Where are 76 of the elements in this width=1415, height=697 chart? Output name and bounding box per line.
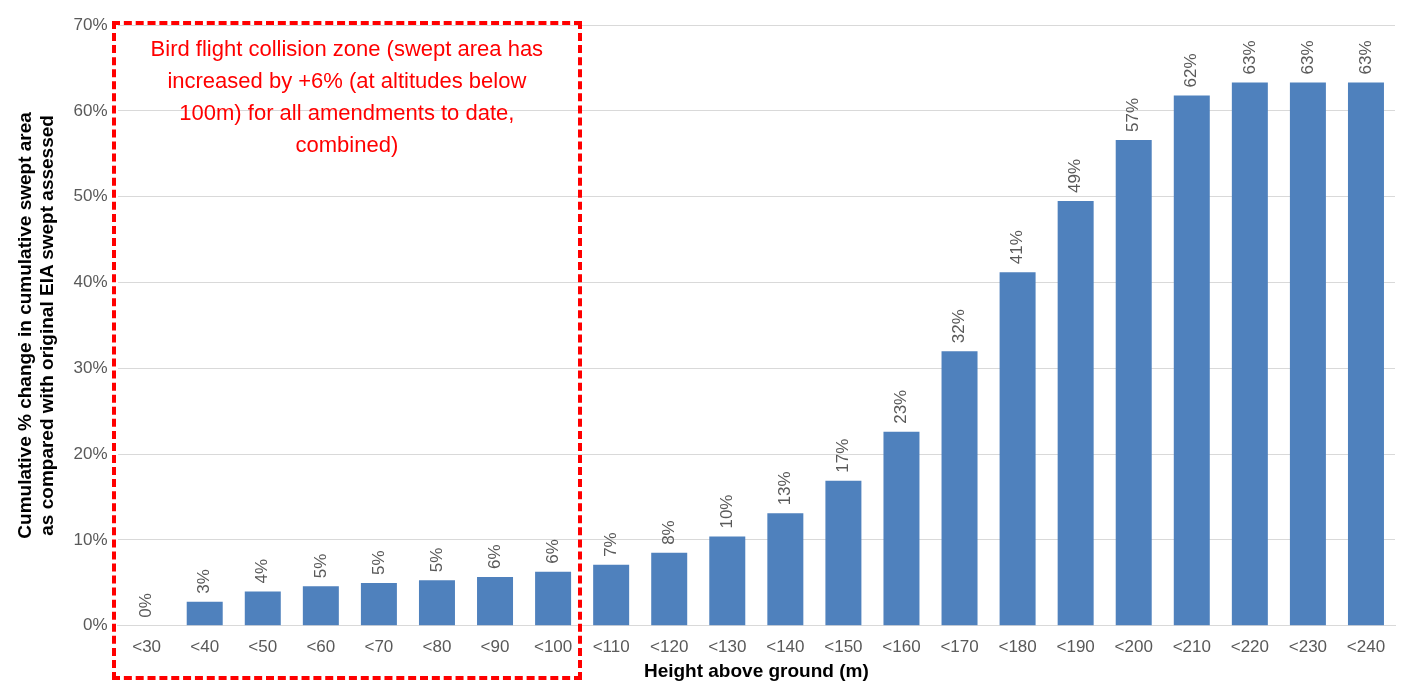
x-tick-label: <150 (824, 636, 863, 656)
data-label: 63% (1355, 40, 1375, 75)
x-tick-label: <30 (132, 636, 162, 656)
y-tick-label: 30% (73, 358, 108, 377)
bar (767, 513, 804, 626)
data-label: 17% (833, 438, 853, 473)
data-label: 57% (1123, 97, 1143, 133)
y-tick-label: 20% (73, 443, 108, 463)
y-tick-label: 70% (73, 14, 108, 34)
data-label: 23% (891, 389, 911, 424)
data-label: 5% (426, 547, 446, 573)
data-label: 6% (542, 539, 562, 564)
bar (651, 552, 688, 626)
y-tick-label: 60% (73, 100, 108, 120)
data-label: 13% (775, 471, 795, 506)
x-tick-label: <190 (1056, 636, 1095, 656)
x-tick-label: <180 (998, 636, 1037, 656)
x-tick-label: <130 (708, 636, 747, 656)
bar (999, 272, 1036, 626)
bar (360, 582, 397, 626)
y-tick-label: 10% (73, 529, 108, 549)
data-label: 3% (194, 569, 214, 594)
bar (1347, 82, 1384, 626)
bar (1289, 82, 1326, 626)
bar (418, 580, 455, 626)
x-tick-label: <90 (480, 636, 510, 656)
data-label: 63% (1239, 40, 1259, 75)
data-label: 6% (484, 544, 504, 569)
data-label: 49% (1065, 158, 1085, 193)
x-tick-label: <220 (1230, 636, 1269, 656)
data-label: 32% (949, 309, 969, 344)
x-tick-label: <210 (1172, 636, 1211, 656)
bar (1231, 82, 1268, 626)
data-label: 63% (1297, 40, 1317, 75)
data-label: 41% (1007, 230, 1027, 265)
bar (1115, 140, 1152, 626)
x-tick-label: <70 (364, 636, 394, 656)
y-tick-label: 50% (73, 186, 108, 206)
bar (883, 431, 920, 626)
bar (1057, 200, 1094, 626)
x-tick-label: <50 (248, 636, 278, 656)
x-tick-label: <200 (1114, 636, 1153, 656)
x-tick-label: <100 (533, 636, 573, 656)
y-tick-label: 0% (83, 615, 108, 635)
bar (941, 351, 978, 626)
x-tick-label: <240 (1346, 636, 1386, 656)
bar (186, 601, 223, 626)
bar (535, 571, 572, 626)
data-label: 10% (716, 494, 736, 529)
bar (709, 536, 746, 626)
data-label: 5% (368, 550, 388, 575)
x-tick-label: <160 (882, 636, 921, 656)
bar (1173, 95, 1210, 626)
x-tick-label: <60 (306, 636, 336, 656)
annotation: Bird flight collision zone (swept area has increased by +6% (at altitudes below 100m) for all amendments to date, combined) (149, 35, 545, 159)
data-label: 0% (136, 593, 156, 618)
y-axis-title: Cumulative % change in cumulative swept area as compared with original EIA swept assessed (13, 111, 58, 539)
bar (477, 576, 514, 626)
bar (825, 480, 862, 626)
bar (244, 591, 281, 626)
x-tick-label: <40 (190, 636, 220, 656)
x-tick-label: <170 (940, 636, 979, 656)
x-tick-label: <140 (766, 636, 805, 656)
x-tick-label: <230 (1288, 636, 1328, 656)
data-label: 4% (252, 558, 272, 584)
data-label: 7% (600, 532, 620, 557)
y-tick-label: 40% (73, 272, 108, 292)
bar (302, 586, 339, 626)
bar (593, 564, 630, 626)
x-axis-title: Height above ground (m) (643, 659, 869, 681)
data-label: 8% (658, 520, 678, 545)
x-tick-label: <110 (592, 636, 630, 656)
data-label: 62% (1181, 53, 1201, 88)
x-tick-label: <80 (422, 636, 452, 656)
data-label: 5% (310, 553, 330, 579)
x-tick-label: <120 (650, 636, 689, 656)
